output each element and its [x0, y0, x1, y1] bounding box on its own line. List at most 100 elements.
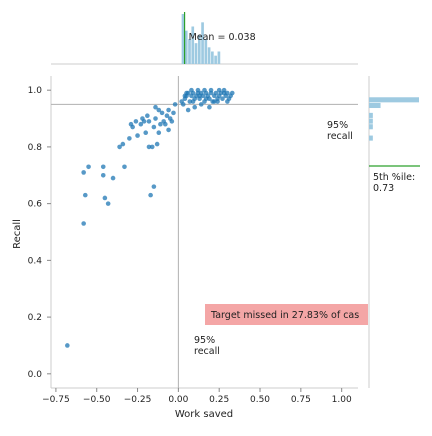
right-hist-bar	[369, 112, 373, 118]
x-axis-label: Work saved	[175, 409, 233, 420]
scatter-point	[141, 119, 147, 124]
x-tick-label: −0.75	[42, 395, 70, 405]
scatter-point	[216, 87, 222, 93]
p5-label: 5th %ile: 0.73	[373, 172, 415, 194]
scatter-point	[130, 124, 135, 130]
x-tick-label: 0.25	[209, 395, 229, 405]
reference-lines	[51, 76, 358, 388]
scatter-point	[195, 87, 201, 93]
scatter-point	[225, 90, 230, 96]
x-tick-label: 1.00	[332, 395, 352, 405]
main-axes	[50, 76, 358, 389]
scatter-point	[133, 119, 139, 124]
scatter-point	[187, 99, 193, 104]
scatter-point	[213, 90, 219, 96]
scatter-point	[180, 102, 186, 107]
scatter-point	[138, 121, 144, 127]
scatter-point	[110, 175, 116, 181]
scatter-point	[122, 164, 127, 170]
x-tick-label: 0.50	[250, 395, 270, 405]
scatter-point	[197, 93, 202, 99]
scatter-point	[211, 99, 217, 104]
scatter-point	[159, 110, 165, 116]
scatter-point	[146, 144, 152, 150]
top-hist-bar	[181, 14, 185, 64]
scatter-point	[154, 141, 160, 147]
scatter-point	[185, 107, 191, 113]
top-hist-bar	[214, 55, 217, 64]
right-histogram	[368, 76, 420, 388]
scatter-point	[203, 96, 209, 101]
scatter-point	[151, 184, 157, 189]
y-tick-label: 0.0	[28, 370, 43, 380]
scatter-point	[200, 93, 206, 99]
scatter-point	[171, 110, 176, 116]
right-hist-bar	[369, 118, 373, 124]
miss-label: Target missed in 27.83% of cas	[210, 310, 359, 321]
scatter-point	[65, 343, 70, 348]
scatter-points	[65, 87, 235, 348]
scatter-point	[120, 141, 126, 147]
top-hist-bar	[204, 39, 208, 64]
scatter-point	[135, 133, 140, 138]
scatter-point	[164, 113, 170, 119]
top-hist-bar	[197, 34, 201, 64]
x-ticks: −0.75 −0.50 −0.25 0.00 0.25 0.50 0.75 1.00	[42, 388, 352, 405]
scatter-point	[149, 144, 155, 150]
x-tick-label: −0.50	[83, 395, 111, 405]
right-hist-bar	[369, 97, 419, 103]
scatter-point	[158, 121, 163, 127]
top-histogram	[51, 12, 358, 65]
top-hist-bar	[184, 30, 188, 65]
scatter-point	[172, 102, 178, 107]
scatter-point	[127, 136, 132, 141]
recall-label-right: 95% recall	[327, 120, 353, 142]
miss-box	[205, 304, 368, 325]
y-tick-label: 0.4	[28, 256, 43, 266]
scatter-point	[156, 130, 162, 136]
right-hist-bar	[369, 124, 373, 130]
right-hist-bar	[369, 102, 381, 109]
scatter-point	[153, 116, 158, 121]
scatter-point	[148, 192, 153, 198]
scatter-point	[143, 130, 149, 136]
scatter-point	[146, 119, 152, 124]
scatter-point	[169, 119, 175, 124]
y-tick-label: 1.0	[28, 86, 43, 96]
top-hist-bar	[188, 39, 191, 64]
scatter-point	[151, 124, 157, 130]
scatter-point	[190, 99, 196, 104]
scatter-point	[105, 201, 111, 206]
scatter-point	[156, 107, 162, 113]
x-tick-label: −0.25	[124, 395, 152, 405]
top-hist-bar	[191, 26, 195, 64]
top-hist-bar	[217, 51, 221, 64]
annotations: Mean = 0.038 95% recall 95% recall 5th %ile: 0…	[189, 32, 416, 357]
scatter-point	[202, 87, 207, 93]
scatter-point	[215, 99, 220, 104]
y-tick-label: 0.8	[28, 143, 43, 153]
y-ticks: 0.0 0.2 0.4 0.6 0.8 1.0	[28, 86, 51, 380]
scatter-point	[207, 104, 212, 110]
right-hist-bar	[369, 135, 373, 141]
y-tick-label: 0.2	[28, 313, 42, 323]
scatter-point	[189, 87, 194, 93]
scatter-point	[117, 144, 122, 150]
recall-label-bottom: 95% recall	[194, 335, 220, 357]
scatter-point	[100, 164, 106, 170]
top-hist-bar	[201, 22, 204, 64]
scatter-point	[163, 121, 168, 127]
scatter-point	[82, 192, 88, 198]
y-tick-label: 0.6	[28, 200, 43, 210]
scatter-point	[145, 113, 150, 119]
scatter-point	[225, 99, 230, 104]
mean-label: Mean = 0.038	[189, 32, 256, 43]
scatter-point	[221, 87, 227, 93]
scatter-point	[166, 107, 171, 113]
y-axis-label: Recall	[12, 219, 23, 249]
scatter-point	[220, 96, 225, 101]
scatter-point	[100, 172, 106, 178]
scatter-point	[229, 90, 235, 96]
